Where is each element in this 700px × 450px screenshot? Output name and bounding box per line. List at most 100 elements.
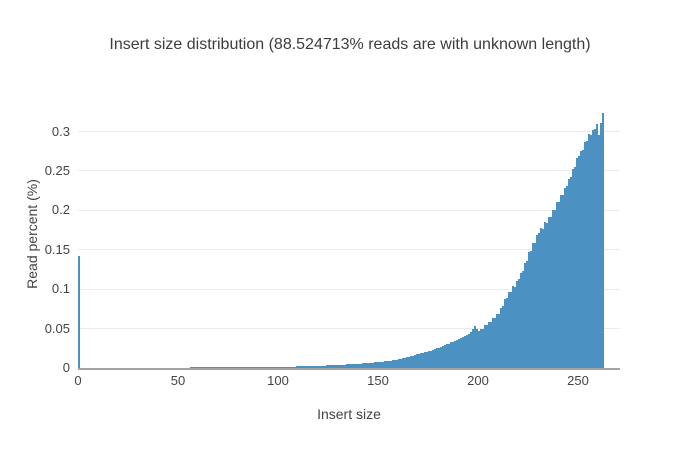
histogram-bar [218,367,220,368]
histogram-bar [534,242,536,368]
histogram-bar [306,366,308,368]
histogram-bar [198,367,200,368]
histogram-bar [554,209,556,368]
histogram-bar [356,363,358,368]
histogram-bar [384,361,386,368]
histogram-bar [272,366,274,368]
histogram-bar [222,367,224,368]
histogram-bar [338,364,340,368]
histogram-bar [480,328,482,368]
histogram-bar [350,364,352,368]
histogram-bar [524,263,526,368]
histogram-bar [488,322,490,368]
histogram-bar [520,273,522,368]
histogram-bar [210,367,212,368]
histogram-bar [500,308,502,368]
histogram-bar [556,202,558,368]
histogram-bar [470,331,472,368]
histogram-bar [216,367,218,368]
histogram-bar [214,367,216,368]
histogram-bar [364,363,366,368]
histogram-bar [202,367,204,368]
histogram-bar [466,334,468,368]
histogram-bar [376,362,378,368]
histogram-bar [390,360,392,368]
histogram-bar [240,367,242,368]
histogram-bar [314,365,316,368]
histogram-bar [294,366,296,368]
x-axis-line [78,368,620,370]
histogram-bar [332,365,334,368]
histogram-bar [550,216,552,368]
histogram-bar [224,367,226,368]
histogram-bar [486,325,488,368]
histogram-bar [450,342,452,368]
histogram-bar [340,364,342,368]
plot-area[interactable] [78,100,620,368]
histogram-bar [410,356,412,368]
histogram-bar [596,123,598,368]
histogram-bar [232,367,234,368]
histogram-bar [258,367,260,368]
histogram-bar [436,348,438,368]
histogram-bar [528,252,530,368]
histogram-bar [578,155,580,368]
histogram-bar [456,340,458,368]
histogram-bar [462,336,464,368]
histogram-bar [388,360,390,368]
histogram-bar [284,366,286,368]
histogram-bar [446,344,448,368]
histogram-bar [576,158,578,368]
histogram-bar [482,328,484,368]
histogram-bar [330,365,332,368]
histogram-bar [292,366,294,368]
histogram-bar [444,345,446,368]
histogram-bar [548,216,550,368]
histogram-bar [234,367,236,368]
histogram-bar [302,366,304,368]
histogram-bar [440,346,442,368]
histogram-bar [370,362,372,368]
histogram-bar [276,366,278,368]
histogram-bar [490,321,492,368]
histogram-bar [406,357,408,368]
gridline [78,328,620,330]
histogram-bar [468,334,470,368]
histogram-bar [192,367,194,368]
histogram-bar [512,286,514,368]
histogram-bar [270,366,272,368]
y-tick-label: 0.2 [51,202,70,218]
histogram-bar [536,234,538,368]
y-tick-label: 0.3 [51,123,70,139]
x-axis-title: Insert size [317,406,381,422]
histogram-bar [416,354,418,368]
histogram-bar [228,367,230,368]
histogram-bar [334,365,336,368]
histogram-bar [386,361,388,368]
histogram-bar [354,363,356,368]
histogram-bar [504,299,506,368]
histogram-bar [518,278,520,368]
histogram-bar [452,341,454,368]
x-tick-label: 250 [567,373,589,388]
histogram-bar [78,256,80,368]
histogram-bar [424,352,426,368]
histogram-bar [298,366,300,368]
histogram-bar [492,318,494,368]
histogram-bar [268,366,270,368]
histogram-bar [290,366,292,368]
histogram-bar [530,251,532,368]
histogram-bar [460,338,462,368]
histogram-bar [476,329,478,368]
histogram-bar [310,366,312,368]
histogram-bar [226,367,228,368]
histogram-bar [348,364,350,368]
histogram-bar [542,229,544,368]
gridline [78,209,620,211]
histogram-bar [252,367,254,368]
histogram-bar [322,365,324,368]
histogram-bar [602,113,604,368]
histogram-bar [274,366,276,368]
histogram-bar [288,366,290,368]
gridline [78,170,620,172]
